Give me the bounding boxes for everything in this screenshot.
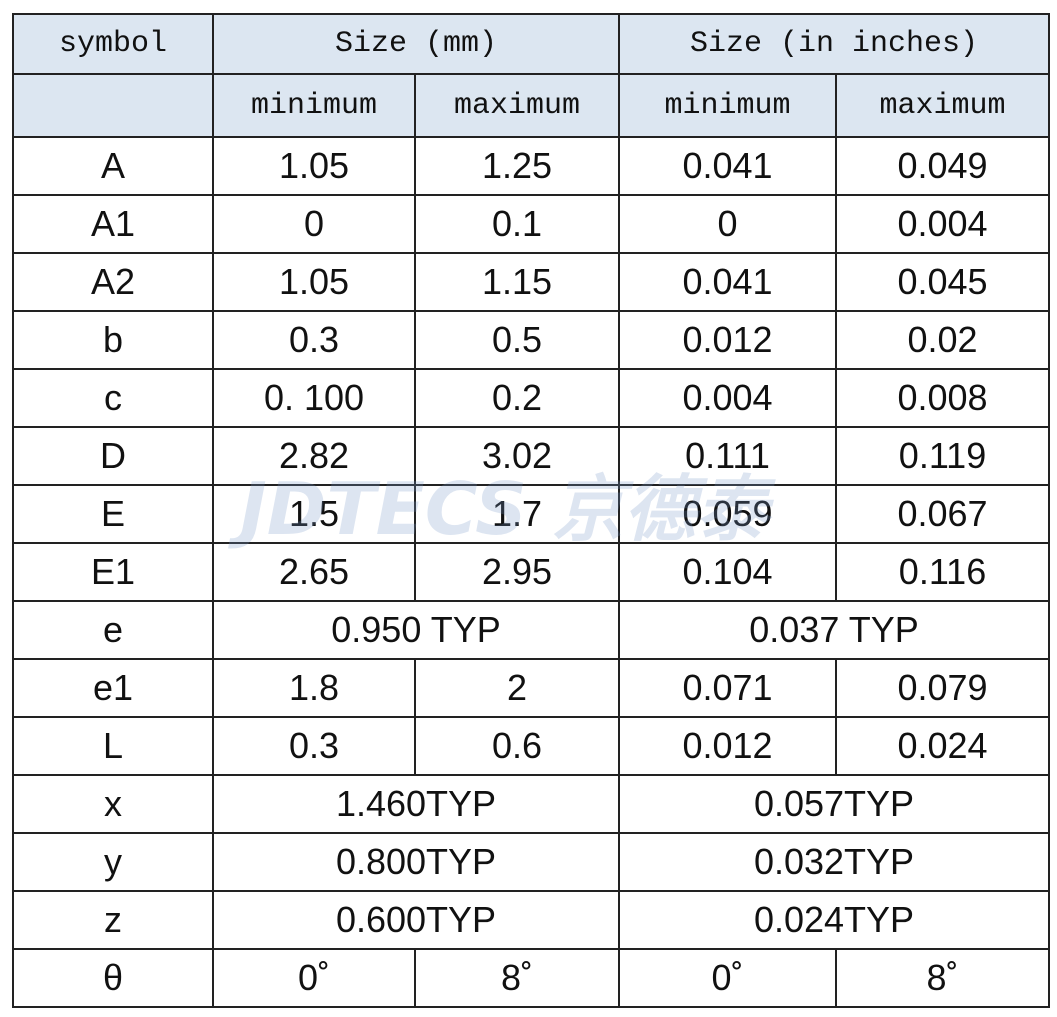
table-row: A1 0 0.1 0 0.004 xyxy=(12,194,1051,254)
header-cell: Size (mm) xyxy=(212,13,620,75)
value-cell: 0.012 xyxy=(618,716,837,776)
value-cell: 0.119 xyxy=(834,426,1051,486)
value-cell: 0 xyxy=(618,194,837,254)
table-body: A 1.05 1.25 0.041 0.049 A1 0 0.1 0 0.004 A2 1.05 1.1… xyxy=(12,136,1051,1008)
symbol-cell: A2 xyxy=(12,252,214,312)
value-cell: 0.041 xyxy=(618,252,837,312)
value-cell: 1.460TYP xyxy=(212,774,620,834)
value-cell: 0.6 xyxy=(414,716,620,776)
symbol-cell: θ xyxy=(12,948,214,1008)
value-cell: 2.82 xyxy=(212,426,416,486)
value-cell: 0.008 xyxy=(834,368,1051,428)
value-cell: 0˚ xyxy=(618,948,837,1008)
spec-table: symbol Size (mm) Size (in inches) minimu… xyxy=(12,13,1051,1008)
value-cell: 0.1 xyxy=(414,194,620,254)
symbol-cell: A xyxy=(12,136,214,196)
value-cell: 0.004 xyxy=(834,194,1051,254)
symbol-cell: e xyxy=(12,600,214,660)
value-cell: 0.2 xyxy=(414,368,620,428)
symbol-cell: y xyxy=(12,832,214,892)
value-cell: 0.02 xyxy=(834,310,1051,370)
header-cell: symbol xyxy=(12,13,214,75)
symbol-cell: e1 xyxy=(12,658,214,718)
table-row: E 1.5 1.7 0.059 0.067 xyxy=(12,484,1051,544)
value-cell: 0.057TYP xyxy=(617,774,1051,834)
subheader-cell: maximum xyxy=(834,73,1051,138)
value-cell: 0.111 xyxy=(618,426,837,486)
value-cell: 0.049 xyxy=(834,136,1051,196)
value-cell: 2.65 xyxy=(212,542,416,602)
table-row: A2 1.05 1.15 0.041 0.045 xyxy=(12,252,1051,312)
table-row: E1 2.65 2.95 0.104 0.116 xyxy=(12,542,1051,602)
value-cell: 0.067 xyxy=(834,484,1051,544)
value-cell: 1.05 xyxy=(212,252,416,312)
value-cell: 0.950 TYP xyxy=(212,600,620,660)
symbol-cell: D xyxy=(12,426,214,486)
value-cell: 0.104 xyxy=(618,542,837,602)
table-row: z 0.600TYP 0.024TYP xyxy=(12,890,1051,950)
value-cell: 8˚ xyxy=(414,948,620,1008)
value-cell: 0.116 xyxy=(834,542,1051,602)
subheader-cell: minimum xyxy=(618,73,837,138)
table-row: c 0. 100 0.2 0.004 0.008 xyxy=(12,368,1051,428)
value-cell: 0.041 xyxy=(618,136,837,196)
symbol-cell: z xyxy=(12,890,214,950)
table-row: θ 0˚ 8˚ 0˚ 8˚ xyxy=(12,948,1051,1008)
value-cell: 0.045 xyxy=(834,252,1051,312)
value-cell: 1.15 xyxy=(414,252,620,312)
value-cell: 1.7 xyxy=(414,484,620,544)
table-row: e 0.950 TYP 0.037 TYP xyxy=(12,600,1051,660)
value-cell: 0.3 xyxy=(212,716,416,776)
table-row: y 0.800TYP 0.032TYP xyxy=(12,832,1051,892)
subheader-row: minimum maximum minimum maximum xyxy=(12,73,1051,138)
value-cell: 1.25 xyxy=(414,136,620,196)
subheader-cell: maximum xyxy=(414,73,620,138)
value-cell: 0 xyxy=(212,194,416,254)
value-cell: 0.024TYP xyxy=(617,890,1051,950)
value-cell: 0.012 xyxy=(618,310,837,370)
header-cell xyxy=(12,73,214,138)
value-cell: 0.600TYP xyxy=(212,890,620,950)
value-cell: 1.8 xyxy=(212,658,416,718)
symbol-cell: L xyxy=(12,716,214,776)
value-cell: 0.071 xyxy=(618,658,837,718)
value-cell: 0˚ xyxy=(212,948,416,1008)
value-cell: 1.5 xyxy=(212,484,416,544)
header-cell: Size (in inches) xyxy=(617,13,1051,75)
table-row: x 1.460TYP 0.057TYP xyxy=(12,774,1051,834)
table-row: A 1.05 1.25 0.041 0.049 xyxy=(12,136,1051,196)
value-cell: 0.059 xyxy=(618,484,837,544)
value-cell: 2 xyxy=(414,658,620,718)
table-row: b 0.3 0.5 0.012 0.02 xyxy=(12,310,1051,370)
symbol-cell: E xyxy=(12,484,214,544)
header-row: symbol Size (mm) Size (in inches) xyxy=(12,13,1051,75)
value-cell: 3.02 xyxy=(414,426,620,486)
subheader-cell: minimum xyxy=(212,73,416,138)
value-cell: 0.800TYP xyxy=(212,832,620,892)
value-cell: 0. 100 xyxy=(212,368,416,428)
symbol-cell: x xyxy=(12,774,214,834)
symbol-cell: b xyxy=(12,310,214,370)
value-cell: 8˚ xyxy=(834,948,1051,1008)
value-cell: 0.3 xyxy=(212,310,416,370)
value-cell: 0.032TYP xyxy=(617,832,1051,892)
value-cell: 0.079 xyxy=(834,658,1051,718)
value-cell: 1.05 xyxy=(212,136,416,196)
value-cell: 0.024 xyxy=(834,716,1051,776)
symbol-cell: c xyxy=(12,368,214,428)
table-row: D 2.82 3.02 0.111 0.119 xyxy=(12,426,1051,486)
value-cell: 0.5 xyxy=(414,310,620,370)
symbol-cell: A1 xyxy=(12,194,214,254)
table-row: e1 1.8 2 0.071 0.079 xyxy=(12,658,1051,718)
value-cell: 0.037 TYP xyxy=(617,600,1051,660)
value-cell: 0.004 xyxy=(618,368,837,428)
symbol-cell: E1 xyxy=(12,542,214,602)
table-row: L 0.3 0.6 0.012 0.024 xyxy=(12,716,1051,776)
value-cell: 2.95 xyxy=(414,542,620,602)
